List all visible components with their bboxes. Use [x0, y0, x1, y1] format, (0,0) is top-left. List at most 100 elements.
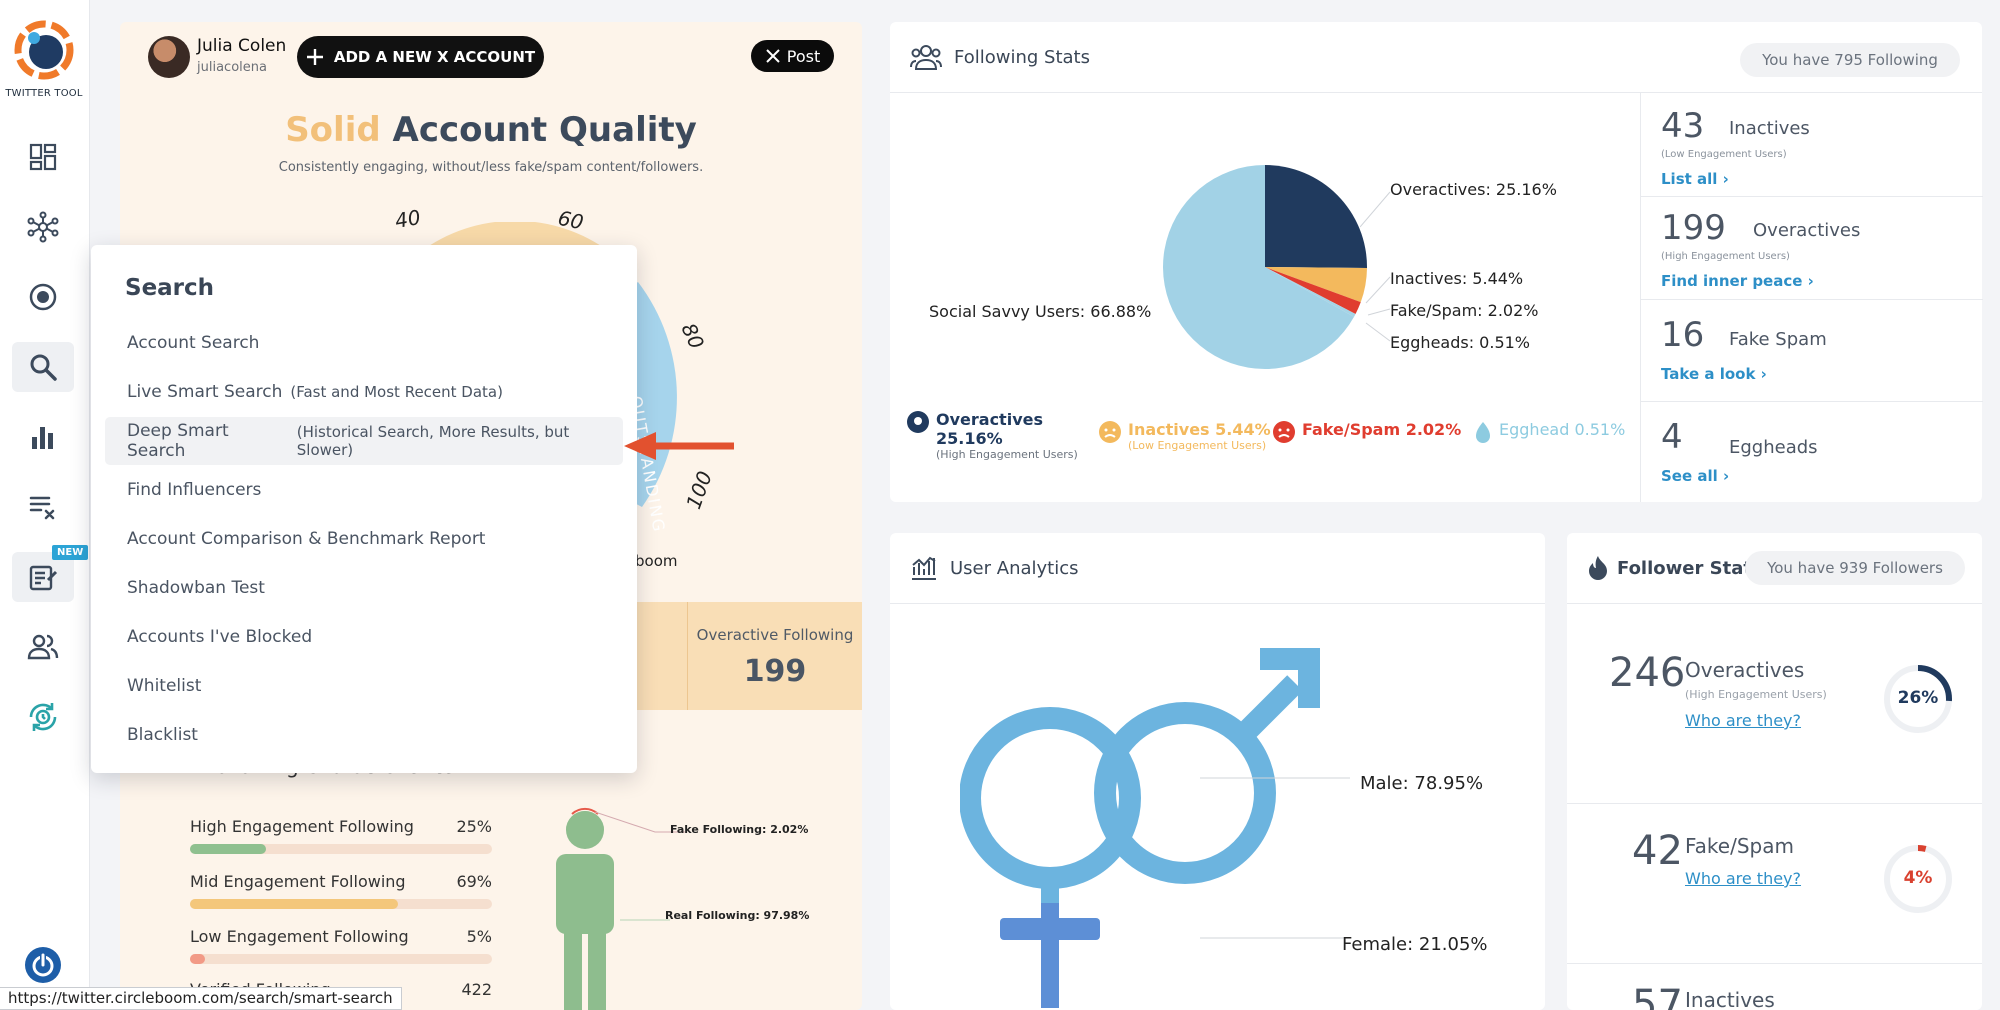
fake-pointer-line	[595, 811, 685, 833]
bar-fill	[190, 899, 399, 909]
legend-egghead[interactable]: Egghead 0.51%	[1473, 420, 1625, 444]
pie-label-fake: Fake/Spam: 2.02%	[1390, 301, 1539, 320]
add-account-button[interactable]: ADD A NEW X ACCOUNT	[297, 36, 544, 78]
menu-item-live-smart-search[interactable]: Live Smart Search (Fast and Most Recent D…	[105, 368, 623, 416]
menu-item-label: Accounts I've Blocked	[127, 627, 313, 647]
bar-pct: 69%	[456, 872, 492, 891]
pie-slice-inactives[interactable]	[1265, 267, 1367, 303]
user-analytics-header: User Analytics	[890, 533, 1079, 603]
pie-slice-eggheads[interactable]	[1265, 267, 1356, 317]
bar-label: Low Engagement Following	[190, 927, 409, 946]
dashboard-icon	[29, 143, 57, 171]
person-figure-icon	[556, 807, 614, 1010]
nav-network[interactable]	[12, 202, 74, 252]
quality-level: Solid	[285, 110, 381, 150]
legend-overactives[interactable]: Overactives 25.16% (High Engagement User…	[906, 410, 1078, 461]
follower-num: 42	[1632, 828, 1683, 874]
pie-label-eggheads: Eggheads: 0.51%	[1390, 333, 1531, 352]
side-num: 199	[1661, 208, 1726, 248]
legend-name: Overactives	[936, 410, 1043, 429]
menu-item-find-influencers[interactable]: Find Influencers	[105, 466, 623, 514]
add-account-label: ADD A NEW X ACCOUNT	[333, 48, 536, 66]
menu-item-label: Whitelist	[127, 676, 202, 696]
x-post-label: Post	[786, 46, 821, 66]
follower-count-pill: You have 939 Followers	[1745, 551, 1965, 585]
x-logo-icon	[766, 49, 780, 63]
menu-item-hint: (Historical Search, More Results, but Sl…	[296, 423, 570, 459]
nav-post-editor[interactable]	[12, 552, 74, 602]
pie-slice-social-savvy-users[interactable]	[1163, 165, 1354, 369]
circleboom-logo-icon[interactable]	[14, 20, 74, 80]
overactives-ring	[1884, 665, 1952, 733]
who-are-they-link[interactable]: Who are they?	[1685, 869, 1802, 888]
menu-item-account-comparison[interactable]: Account Comparison & Benchmark Report	[105, 515, 623, 563]
find-inner-peace-link[interactable]: Find inner peace ›	[1661, 272, 1814, 290]
post-editor-icon	[29, 565, 58, 591]
band-cell-overactive: Overactive Following 199	[688, 602, 862, 710]
menu-item-blacklist[interactable]: Blacklist	[105, 711, 623, 759]
follower-name: Inactives	[1685, 988, 1775, 1010]
menu-item-label: Account Search	[127, 333, 260, 353]
follower-name: Overactives	[1685, 658, 1805, 682]
bar-low-engagement: Low Engagement Following 5%	[190, 927, 492, 964]
power-icon[interactable]	[24, 946, 62, 984]
ring-percentage: 26%	[1897, 688, 1939, 708]
side-num: 43	[1661, 106, 1705, 146]
user-analytics-title: User Analytics	[950, 557, 1079, 579]
follower-stats-header: Follower Stats	[1567, 533, 1763, 603]
quality-subtitle: Consistently engaging, without/less fake…	[278, 160, 704, 175]
avatar[interactable]	[148, 36, 190, 78]
pie-label-inactives: Inactives: 5.44%	[1390, 269, 1524, 288]
legend-pct: 25.16%	[936, 429, 1003, 448]
legend-inactives[interactable]: Inactives 5.44% (Low Engagement Users)	[1098, 420, 1271, 452]
side-stat-fake-spam: 16 Fake Spam Take a look ›	[1641, 299, 1983, 401]
nav-target[interactable]	[12, 272, 74, 322]
head-gear-icon	[907, 411, 929, 433]
nav-users[interactable]	[12, 622, 74, 672]
following-side-stats: 43 Inactives (Low Engagement Users) List…	[1640, 92, 1983, 502]
nav-analytics[interactable]	[12, 412, 74, 462]
side-sub: (High Engagement Users)	[1661, 251, 1790, 262]
menu-item-deep-smart-search[interactable]: Deep Smart Search (Historical Search, Mor…	[105, 417, 623, 465]
pie-slice-fake-spam[interactable]	[1265, 267, 1361, 314]
angry-face-icon	[1273, 421, 1295, 443]
band-value: 199	[743, 654, 807, 689]
pie-slice-overactives[interactable]	[1265, 165, 1367, 269]
menu-item-shadowban-test[interactable]: Shadowban Test	[105, 564, 623, 612]
nav-dashboard[interactable]	[12, 132, 74, 182]
account-name: Julia Colen	[197, 36, 287, 56]
follower-stats-card: Follower Stats You have 939 Followers 24…	[1567, 533, 1982, 1010]
nav-search[interactable]	[12, 342, 74, 392]
who-are-they-link[interactable]: Who are they?	[1685, 711, 1802, 730]
legend-name: Egghead 0.51%	[1499, 420, 1626, 439]
side-name: Fake Spam	[1729, 329, 1827, 350]
line-chart-icon	[912, 556, 936, 580]
see-all-link[interactable]: See all ›	[1661, 467, 1730, 485]
nav-list-remove[interactable]	[12, 482, 74, 532]
bar-pct: 5%	[466, 927, 492, 946]
take-a-look-link[interactable]: Take a look ›	[1661, 365, 1767, 383]
menu-item-account-search[interactable]: Account Search	[105, 319, 623, 367]
bar-pct: 422	[461, 980, 492, 998]
egg-icon	[1476, 422, 1490, 443]
side-sub: (Low Engagement Users)	[1661, 149, 1787, 160]
menu-item-label: Blacklist	[127, 725, 198, 745]
bar-fill	[190, 954, 206, 964]
legend-sub: (Low Engagement Users)	[1128, 439, 1267, 452]
list-all-link[interactable]: List all ›	[1661, 170, 1729, 188]
menu-item-label: Deep Smart Search	[127, 421, 229, 461]
legend-fake-spam[interactable]: Fake/Spam 2.02%	[1272, 420, 1461, 444]
users-group-icon	[910, 45, 942, 70]
user-analytics-card: User Analytics Male: 78.95% Female: 21.0…	[890, 533, 1545, 1010]
users-icon	[27, 634, 59, 660]
x-post-button[interactable]: Post	[751, 40, 834, 72]
legend-sub: (High Engagement Users)	[936, 448, 1078, 461]
nav-schedule[interactable]	[12, 692, 74, 742]
bar-fill	[190, 844, 266, 854]
menu-item-whitelist[interactable]: Whitelist	[105, 662, 623, 710]
network-icon	[27, 211, 59, 243]
female-percentage: Female: 21.05%	[1342, 934, 1488, 955]
menu-item-accounts-blocked[interactable]: Accounts I've Blocked	[105, 613, 623, 661]
schedule-refresh-icon	[29, 703, 57, 731]
target-icon	[29, 283, 57, 311]
